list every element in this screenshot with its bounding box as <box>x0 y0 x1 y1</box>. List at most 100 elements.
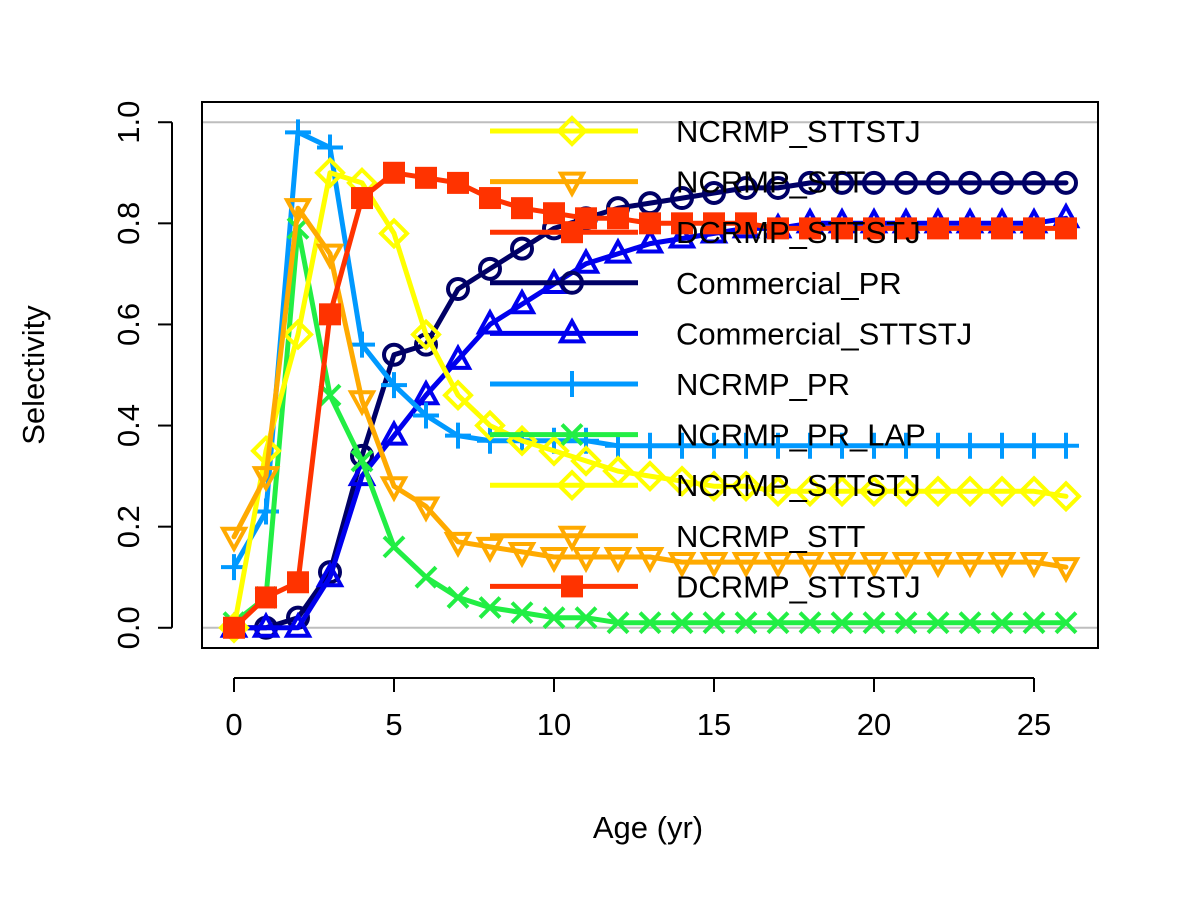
data-point <box>765 432 791 459</box>
legend-label: DCRMP_STTSTJ <box>676 215 921 250</box>
y-tick-label: 0.8 <box>111 202 146 245</box>
data-point <box>798 170 822 195</box>
data-point <box>890 475 922 508</box>
data-point <box>863 217 885 240</box>
data-point <box>511 197 533 220</box>
data-point <box>283 611 313 638</box>
data-point <box>415 166 437 189</box>
data-point <box>762 475 794 508</box>
data-point <box>927 217 949 240</box>
data-point <box>351 187 373 210</box>
data-point <box>1054 170 1078 195</box>
data-point <box>507 288 537 315</box>
data-point <box>478 256 502 281</box>
data-point <box>223 616 245 639</box>
data-point <box>703 212 725 235</box>
data-point <box>285 119 311 146</box>
data-point <box>1054 611 1078 635</box>
legend-label: NCRMP_PR <box>676 367 850 402</box>
data-point <box>607 207 629 230</box>
legend-entry: Commercial_PR <box>490 266 902 301</box>
data-point <box>959 217 981 240</box>
legend-marker <box>561 575 583 598</box>
data-point <box>383 161 405 184</box>
data-point <box>923 552 953 579</box>
data-point <box>510 236 534 261</box>
data-point <box>413 402 439 429</box>
data-point <box>698 470 730 503</box>
series-line <box>231 170 1069 631</box>
plot-layer <box>202 119 1098 644</box>
x-tick-label: 15 <box>697 707 731 742</box>
data-point <box>1051 557 1081 584</box>
data-point <box>474 409 506 442</box>
data-point <box>570 445 602 477</box>
data-point <box>379 476 409 503</box>
legend-marker <box>557 525 587 552</box>
data-point <box>315 243 345 270</box>
data-point <box>794 475 826 508</box>
legend-entry: NCRMP_STT <box>490 519 866 554</box>
data-point <box>926 611 950 635</box>
legend-entry: NCRMP_PR_LAP <box>490 418 926 453</box>
series-dcrmp-sttstj <box>223 161 1077 639</box>
data-point <box>667 222 697 249</box>
data-point <box>571 247 601 274</box>
data-point <box>671 212 693 235</box>
data-point <box>666 465 698 497</box>
data-point <box>669 432 695 459</box>
x-axis-title: Age (yr) <box>593 810 703 845</box>
legend-label: NCRMP_PR_LAP <box>676 418 926 453</box>
data-point <box>766 611 790 635</box>
data-point <box>798 611 822 635</box>
data-point <box>958 611 982 635</box>
data-point <box>797 432 823 459</box>
data-point <box>1018 475 1050 508</box>
legend-marker <box>559 371 585 397</box>
data-point <box>735 212 757 235</box>
data-point <box>667 552 697 579</box>
data-point <box>538 435 570 467</box>
x-tick-label: 10 <box>537 707 571 742</box>
data-point <box>637 432 663 459</box>
data-point <box>349 331 375 358</box>
x-tick-label: 25 <box>1017 707 1051 742</box>
data-point <box>922 475 954 508</box>
data-point <box>315 561 345 588</box>
data-point <box>734 611 758 635</box>
data-point <box>799 217 821 240</box>
axes: 0 5 10 15 20 25 0.0 0.2 0.4 0.6 0.8 1.0 <box>111 101 1099 742</box>
data-point <box>702 611 726 635</box>
data-point <box>542 606 566 630</box>
data-point <box>1023 217 1045 240</box>
data-point <box>858 475 890 508</box>
data-point <box>830 611 854 635</box>
data-point <box>446 277 470 302</box>
data-point <box>378 217 410 250</box>
data-point <box>957 432 983 459</box>
legend-marker <box>556 469 588 502</box>
y-tick-label: 0.6 <box>111 303 146 346</box>
y-tick-label: 0.0 <box>111 606 146 649</box>
data-point <box>894 170 918 195</box>
data-point <box>510 601 534 625</box>
y-tick-label: 1.0 <box>111 101 146 144</box>
data-point <box>954 475 986 508</box>
data-point <box>987 552 1017 579</box>
data-point <box>891 552 921 579</box>
legend-label: Commercial_PR <box>676 266 902 301</box>
series-line <box>231 205 1069 570</box>
data-point <box>317 134 343 161</box>
data-point <box>447 171 469 194</box>
data-point <box>1022 611 1046 635</box>
series-line <box>231 170 1069 631</box>
data-point <box>635 227 665 254</box>
data-point <box>639 212 661 235</box>
data-point <box>1050 480 1082 513</box>
legend-entry: Commercial_STTSTJ <box>490 316 972 351</box>
legend: NCRMP_STTSTJ NCRMP_STT DCRMP_STTSTJ Commerc… <box>490 114 972 604</box>
data-point <box>990 611 1014 635</box>
legend-entry: NCRMP_STTSTJ <box>490 468 921 503</box>
data-point <box>893 432 919 459</box>
data-point <box>410 318 442 351</box>
